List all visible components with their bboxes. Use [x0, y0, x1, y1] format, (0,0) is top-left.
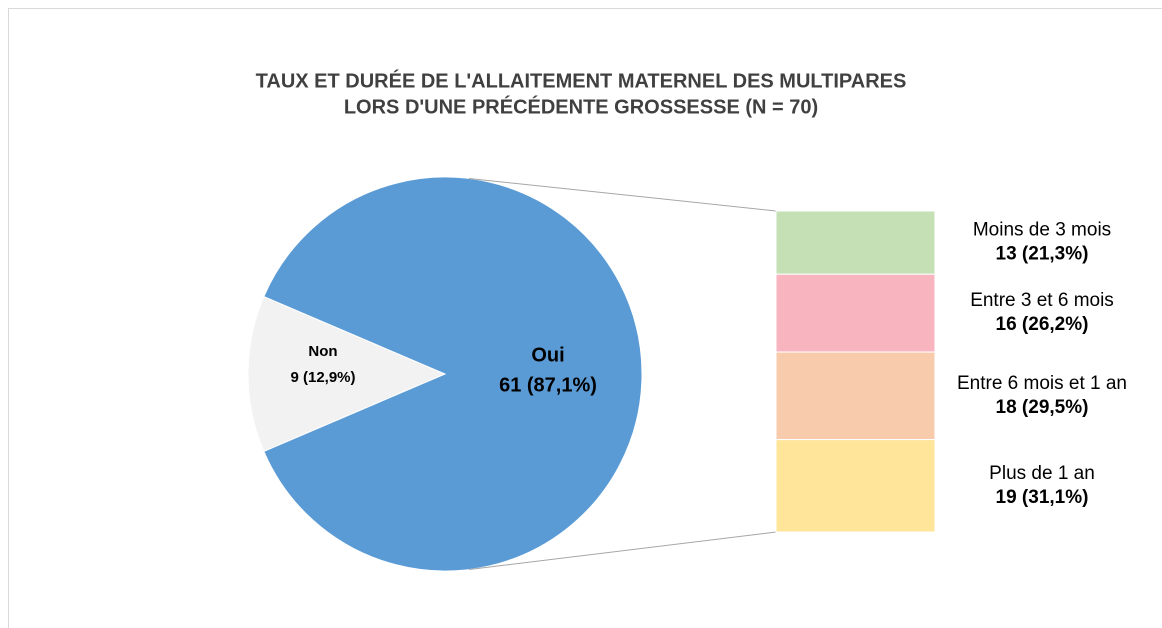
segment-value-label: 18 (29,5%)	[996, 397, 1089, 418]
pie-slice	[247, 295, 447, 453]
segment-label: Moins de 3 mois	[973, 220, 1111, 241]
chart-title: TAUX ET DURÉE DE L'ALLAITEMENT MATERNEL …	[256, 69, 907, 92]
slice-label: Non	[308, 343, 337, 360]
pie-slice	[263, 176, 643, 572]
bar-segment	[775, 210, 936, 275]
slice-value-label: 9 (12,9%)	[290, 369, 355, 386]
connector-line	[468, 531, 777, 571]
connector-line	[468, 177, 777, 212]
segment-label: Entre 3 et 6 mois	[970, 290, 1114, 311]
slice-label: Oui	[531, 344, 564, 366]
bar-segment	[775, 439, 936, 533]
segment-value-label: 19 (31,1%)	[996, 487, 1089, 508]
segment-value-label: 16 (26,2%)	[996, 314, 1089, 335]
segment-label: Plus de 1 an	[989, 463, 1095, 484]
segment-label: Entre 6 mois et 1 an	[957, 373, 1127, 394]
chart-border	[8, 8, 1162, 628]
chart-title: LORS D'UNE PRÉCÉDENTE GROSSESSE (N = 70)	[344, 95, 818, 118]
bar-segment	[775, 273, 936, 353]
bar-segment	[775, 351, 936, 441]
segment-value-label: 13 (21,3%)	[996, 244, 1089, 265]
slice-value-label: 61 (87,1%)	[499, 374, 597, 396]
